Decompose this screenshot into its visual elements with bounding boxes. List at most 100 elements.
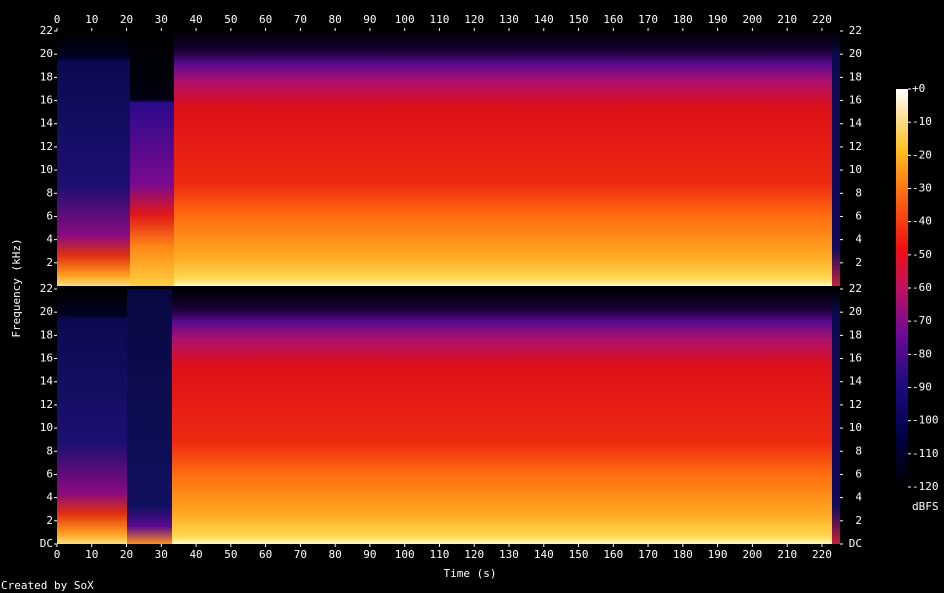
y-tick-label: 12	[849, 140, 862, 153]
x-tick-label: 200	[742, 13, 762, 26]
x-tick-label: 100	[395, 548, 415, 561]
x-tick-label: 110	[430, 548, 450, 561]
y-axis-label: Frequency (kHz)	[10, 238, 23, 337]
x-tick-label: 220	[812, 13, 832, 26]
x-tick-label: 70	[294, 548, 307, 561]
colorbar-tick-label: -60	[912, 281, 932, 294]
y-tick-label: 2	[855, 256, 862, 269]
colorbar-tick-label: -70	[912, 314, 932, 327]
spectrogram-image	[130, 31, 174, 286]
x-tick-label: 160	[603, 13, 623, 26]
y-tick-label: 10	[849, 421, 862, 434]
spectrogram-image	[57, 31, 130, 286]
x-tick-label: 50	[224, 548, 237, 561]
colorbar-tick-label: -120	[912, 480, 939, 493]
x-tick-label: 120	[464, 13, 484, 26]
x-tick-label: 140	[534, 13, 554, 26]
x-tick-label: 150	[569, 13, 589, 26]
y-tick-label: DC	[849, 537, 862, 550]
x-tick-label: 150	[569, 548, 589, 561]
y-tick-label: 16	[40, 352, 53, 365]
y-tick-label: 6	[46, 467, 53, 480]
spectrogram-image	[57, 289, 127, 544]
colorbar-tick-label: -20	[912, 148, 932, 161]
y-tick-label: 6	[46, 209, 53, 222]
colorbar-tick-label: -40	[912, 215, 932, 228]
y-tick-label: 6	[855, 467, 862, 480]
x-tick-label: 220	[812, 548, 832, 561]
spectrogram-image	[832, 31, 840, 286]
x-tick-label: 30	[155, 548, 168, 561]
spectrogram-image	[57, 31, 840, 286]
x-tick-label: 50	[224, 13, 237, 26]
y-tick-label: 22	[40, 282, 53, 295]
y-tick-label: 16	[849, 352, 862, 365]
colorbar-tick-label: +0	[912, 82, 925, 95]
x-tick-label: 60	[259, 13, 272, 26]
colorbar-label: dBFS	[912, 500, 939, 513]
x-tick-label: 140	[534, 548, 554, 561]
x-tick-label: 70	[294, 13, 307, 26]
x-tick-label: 160	[603, 548, 623, 561]
x-tick-label: 200	[742, 548, 762, 561]
colorbar-tick-label: -100	[912, 414, 939, 427]
y-tick-label: DC	[40, 537, 53, 550]
y-tick-label: 22	[40, 24, 53, 37]
x-tick-label: 90	[363, 13, 376, 26]
bottom-panel	[57, 289, 840, 544]
y-tick-label: 18	[849, 328, 862, 341]
y-tick-label: 4	[46, 491, 53, 504]
y-tick-label: 10	[849, 163, 862, 176]
x-tick-label: 110	[430, 13, 450, 26]
y-tick-label: 22	[849, 24, 862, 37]
colorbar-tick-label: -90	[912, 381, 932, 394]
y-tick-label: 20	[849, 305, 862, 318]
x-tick-label: 20	[120, 548, 133, 561]
y-tick-label: 4	[855, 491, 862, 504]
y-tick-label: 20	[40, 47, 53, 60]
x-tick-label: 30	[155, 13, 168, 26]
colorbar-tick-label: -30	[912, 182, 932, 195]
y-tick-label: 22	[849, 282, 862, 295]
y-tick-label: 12	[849, 398, 862, 411]
y-tick-label: 10	[40, 163, 53, 176]
x-tick-label: 130	[499, 13, 519, 26]
y-tick-label: 20	[849, 47, 862, 60]
x-tick-label: 190	[708, 13, 728, 26]
x-tick-label: 0	[54, 548, 61, 561]
spectrogram-image	[57, 289, 840, 544]
colorbar-tick-label: -10	[912, 115, 932, 128]
colorbar-tick-label: -50	[912, 248, 932, 261]
y-tick-label: 10	[40, 421, 53, 434]
y-tick-label: 14	[40, 117, 54, 130]
top-panel	[57, 31, 840, 286]
y-tick-label: 8	[855, 444, 862, 457]
y-tick-label: 16	[40, 94, 53, 107]
x-tick-label: 190	[708, 548, 728, 561]
y-tick-label: 14	[849, 117, 863, 130]
y-tick-label: 18	[40, 328, 53, 341]
y-tick-label: 18	[40, 70, 53, 83]
y-tick-label: 2	[46, 256, 53, 269]
y-tick-label: 2	[855, 514, 862, 527]
x-axis-label: Time (s)	[444, 567, 497, 580]
x-tick-label: 130	[499, 548, 519, 561]
y-tick-label: 16	[849, 94, 862, 107]
x-tick-label: 0	[54, 13, 61, 26]
x-tick-label: 210	[777, 13, 797, 26]
y-tick-label: 2	[46, 514, 53, 527]
y-tick-label: 4	[46, 233, 53, 246]
y-tick-label: 20	[40, 305, 53, 318]
footer-credit: Created by SoX	[1, 579, 94, 592]
spectrogram-image	[832, 289, 840, 544]
y-tick-label: 18	[849, 70, 862, 83]
y-tick-label: 8	[46, 444, 53, 457]
x-tick-label: 80	[329, 13, 342, 26]
y-tick-label: 8	[46, 186, 53, 199]
x-tick-label: 100	[395, 13, 415, 26]
x-tick-label: 170	[638, 548, 658, 561]
colorbar	[896, 89, 908, 487]
y-tick-label: 8	[855, 186, 862, 199]
x-tick-label: 180	[673, 13, 693, 26]
